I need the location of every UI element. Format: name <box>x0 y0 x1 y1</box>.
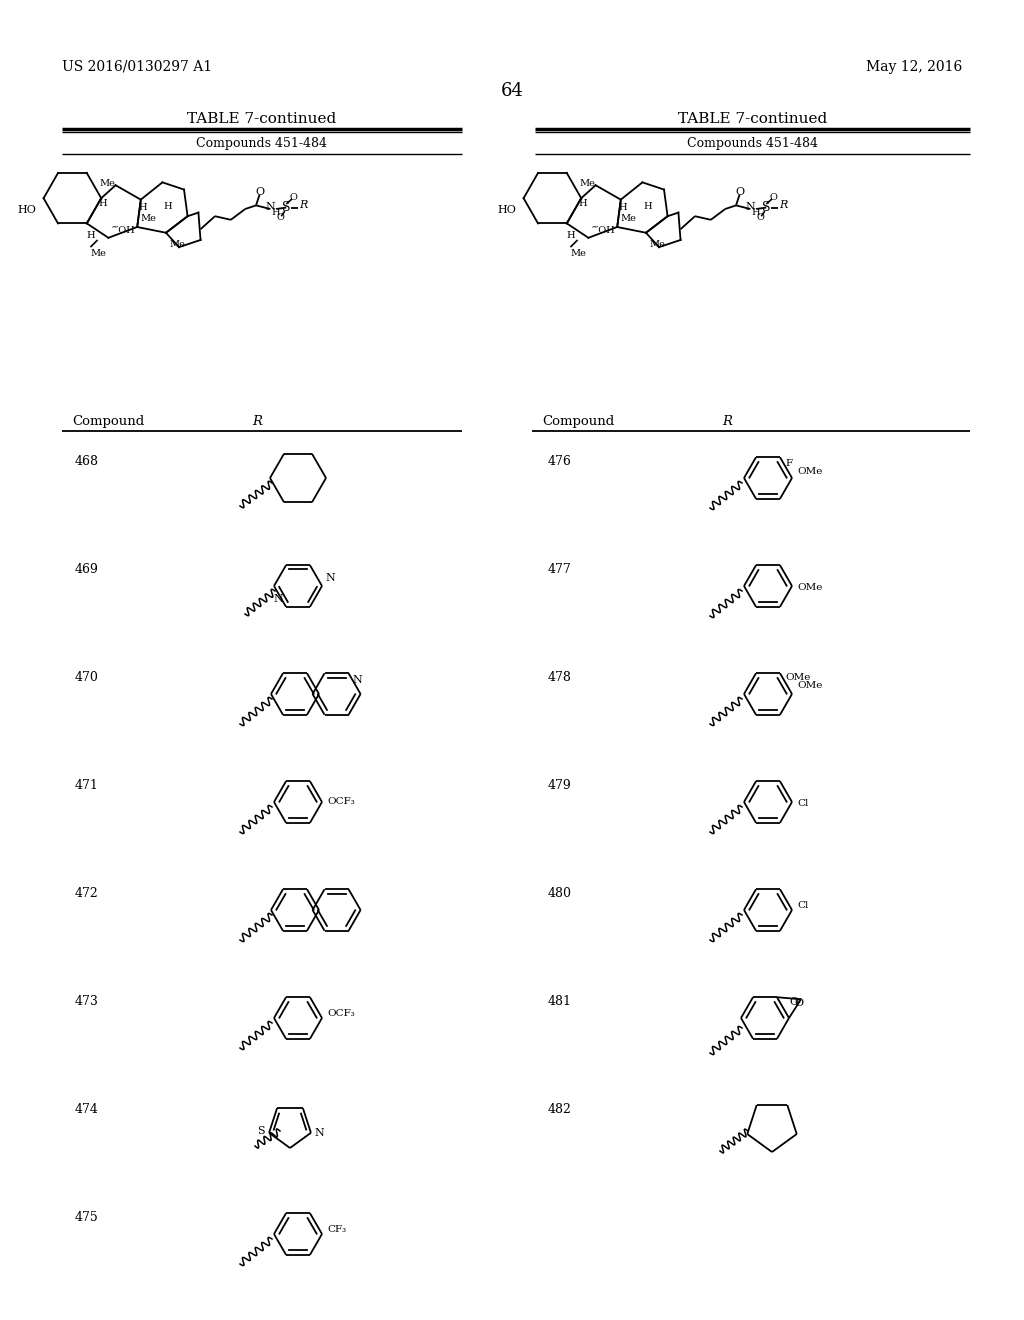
Text: HO: HO <box>17 206 37 215</box>
Text: O: O <box>255 187 264 198</box>
Text: TABLE 7-continued: TABLE 7-continued <box>678 112 827 125</box>
Text: 64: 64 <box>501 82 523 100</box>
Text: 474: 474 <box>75 1104 99 1115</box>
Text: H: H <box>617 203 627 213</box>
Text: N: N <box>325 573 335 583</box>
Text: 469: 469 <box>75 564 99 576</box>
Text: 475: 475 <box>75 1210 98 1224</box>
Text: May 12, 2016: May 12, 2016 <box>865 59 962 74</box>
Text: Me: Me <box>170 240 185 249</box>
Text: Me: Me <box>649 240 666 249</box>
Text: Me: Me <box>99 180 116 189</box>
Text: H: H <box>579 199 587 207</box>
Text: H: H <box>566 231 574 240</box>
Text: O: O <box>735 187 744 198</box>
Text: O: O <box>290 193 297 202</box>
Text: CF₃: CF₃ <box>327 1225 346 1233</box>
Text: 473: 473 <box>75 995 99 1008</box>
Text: Compound: Compound <box>72 414 144 428</box>
Text: N: N <box>273 594 283 603</box>
Text: OMe: OMe <box>797 467 822 477</box>
Text: Me: Me <box>621 214 637 223</box>
Text: R: R <box>252 414 262 428</box>
Text: R: R <box>299 201 307 210</box>
Text: 480: 480 <box>548 887 572 900</box>
Text: S: S <box>257 1126 265 1135</box>
Text: 482: 482 <box>548 1104 571 1115</box>
Text: 468: 468 <box>75 455 99 469</box>
Text: Cl: Cl <box>797 800 808 808</box>
Text: OCF₃: OCF₃ <box>327 797 354 807</box>
Text: N: N <box>745 202 756 211</box>
Text: S: S <box>282 201 291 214</box>
Text: O: O <box>276 213 285 222</box>
Text: Me: Me <box>580 180 596 189</box>
Text: Compounds 451-484: Compounds 451-484 <box>687 137 818 150</box>
Text: OMe: OMe <box>785 673 810 681</box>
Text: TABLE 7-continued: TABLE 7-continued <box>187 112 337 125</box>
Text: O: O <box>757 213 765 222</box>
Text: O: O <box>769 193 777 202</box>
Text: OMe: OMe <box>797 583 822 593</box>
Text: H: H <box>138 203 146 213</box>
Text: N: N <box>265 202 275 211</box>
Text: N: N <box>315 1127 325 1138</box>
Text: OCF₃: OCF₃ <box>327 1008 354 1018</box>
Text: 470: 470 <box>75 671 99 684</box>
Text: 471: 471 <box>75 779 99 792</box>
Text: 476: 476 <box>548 455 571 469</box>
Text: 479: 479 <box>548 779 571 792</box>
Text: H: H <box>86 231 94 240</box>
Text: Compound: Compound <box>542 414 614 428</box>
Text: 477: 477 <box>548 564 571 576</box>
Text: ″″OH: ″″OH <box>592 226 615 235</box>
Text: S: S <box>762 201 770 214</box>
Text: R: R <box>779 201 787 210</box>
Text: ″″OH: ″″OH <box>112 226 136 235</box>
Text: Me: Me <box>141 214 157 223</box>
Text: Me: Me <box>570 248 587 257</box>
Text: 481: 481 <box>548 995 572 1008</box>
Text: O: O <box>795 998 804 1007</box>
Text: Cl: Cl <box>797 900 808 909</box>
Text: H: H <box>98 199 106 207</box>
Text: O: O <box>790 998 799 1007</box>
Text: 472: 472 <box>75 887 98 900</box>
Text: N: N <box>352 676 362 685</box>
Text: H: H <box>271 209 281 216</box>
Text: H: H <box>163 202 172 211</box>
Text: Me: Me <box>90 248 106 257</box>
Text: HO: HO <box>498 206 516 215</box>
Text: 478: 478 <box>548 671 571 684</box>
Text: Compounds 451-484: Compounds 451-484 <box>197 137 328 150</box>
Text: R: R <box>722 414 732 428</box>
Text: F: F <box>785 459 793 467</box>
Text: H: H <box>643 202 651 211</box>
Text: US 2016/0130297 A1: US 2016/0130297 A1 <box>62 59 212 74</box>
Text: OMe: OMe <box>797 681 822 689</box>
Text: H: H <box>752 209 761 216</box>
